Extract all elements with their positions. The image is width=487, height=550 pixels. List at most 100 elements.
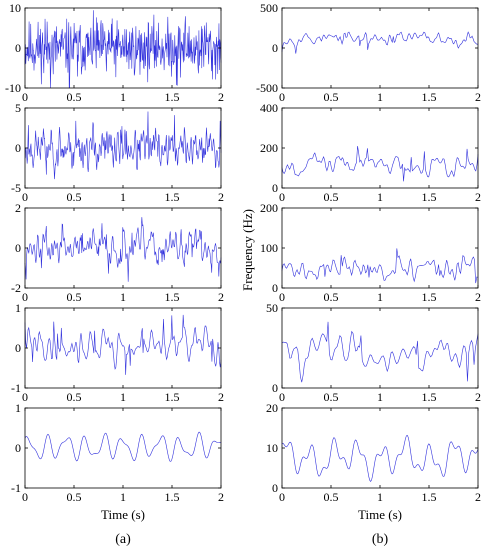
y-tick-label-a4: 1: [15, 301, 21, 315]
y-tick-label-b5: 0: [272, 481, 278, 495]
x-tick-label-b1: 0: [279, 90, 285, 104]
panel-label-b: (b): [372, 532, 389, 547]
y-tick-label-a3: 0: [15, 241, 21, 255]
y-tick-label-b4: 50: [266, 301, 278, 315]
y-tick-label-b3: 0: [272, 281, 278, 295]
y-axis-label-right: Frequency (Hz): [240, 209, 255, 291]
y-tick-label-b1: 500: [260, 1, 278, 15]
y-tick-label-a5: -1: [11, 481, 21, 495]
y-tick-label-b5: 20: [266, 401, 278, 415]
x-tick-label-a5: 0.5: [67, 490, 82, 504]
x-tick-label-a3: 2: [218, 290, 224, 304]
x-axis-label-right: Time (s): [358, 507, 402, 522]
x-tick-label-b4: 1: [377, 390, 383, 404]
signal-line-a2: [24, 111, 222, 180]
y-tick-label-a5: 0: [15, 441, 21, 455]
x-tick-label-a1: 1.5: [165, 90, 180, 104]
x-tick-label-b4: 1.5: [422, 390, 437, 404]
y-tick-label-a4: -1: [11, 381, 21, 395]
panel-a3: 0 0.5 1 1.5 2-202: [11, 201, 224, 304]
x-tick-label-b5: 2: [475, 490, 481, 504]
panel-a4: 0 0.5 1 1.5 2-101: [11, 301, 224, 404]
panel-b2: 0 0.5 1 1.5 2 0 200 400: [260, 101, 481, 204]
x-tick-label-a5: 1: [120, 490, 126, 504]
signal-line-a5: [24, 431, 222, 462]
axes-box-a4: [24, 307, 222, 389]
x-tick-label-a1: 2: [218, 90, 224, 104]
x-tick-label-b5: 1.5: [422, 490, 437, 504]
y-tick-label-a2: 0: [15, 141, 21, 155]
panel-b4: 0 0.5 1 1.5 2 0 50: [266, 301, 481, 404]
x-tick-label-a5: 1.5: [165, 490, 180, 504]
x-tick-label-b3: 1.5: [422, 290, 437, 304]
y-tick-label-a1: 10: [9, 1, 21, 15]
x-tick-label-b3: 0.5: [324, 290, 339, 304]
y-tick-label-a2: 5: [15, 101, 21, 115]
x-axis-label-left: Time (s): [101, 507, 145, 522]
x-tick-label-b4: 0: [279, 390, 285, 404]
panel-b3: 0 0.5 1 1.5 2 0 100 200: [260, 201, 481, 304]
y-tick-label-b1: -500: [256, 81, 278, 95]
signal-line-a4: [24, 314, 222, 375]
x-tick-label-b1: 1.5: [422, 90, 437, 104]
x-tick-label-a2: 2: [218, 190, 224, 204]
axes-box-b2: [281, 107, 479, 189]
x-tick-label-b1: 0.5: [324, 90, 339, 104]
x-tick-label-a2: 0: [22, 190, 28, 204]
x-tick-label-a3: 0: [22, 290, 28, 304]
x-tick-label-b5: 1: [377, 490, 383, 504]
x-tick-label-a1: 0: [22, 90, 28, 104]
x-tick-label-b5: 0.5: [324, 490, 339, 504]
x-tick-label-a2: 1.5: [165, 190, 180, 204]
x-tick-label-a3: 1.5: [165, 290, 180, 304]
x-tick-label-a4: 2: [218, 390, 224, 404]
signal-line-b5: [281, 434, 479, 482]
signal-line-b4: [281, 321, 479, 383]
y-tick-label-a1: 0: [15, 41, 21, 55]
x-tick-label-a4: 0: [22, 390, 28, 404]
x-tick-label-b2: 2: [475, 190, 481, 204]
axes-box-b3: [281, 207, 479, 289]
x-tick-label-a3: 1: [120, 290, 126, 304]
y-tick-label-a4: 0: [15, 341, 21, 355]
x-tick-label-b2: 1: [377, 190, 383, 204]
x-tick-label-a4: 0.5: [67, 390, 82, 404]
y-tick-label-b1: 0: [272, 41, 278, 55]
y-tick-label-b3: 200: [260, 201, 278, 215]
x-tick-label-b2: 0: [279, 190, 285, 204]
axes-box-a5: [24, 407, 222, 489]
x-tick-label-b5: 0: [279, 490, 285, 504]
y-tick-label-b4: 0: [272, 381, 278, 395]
x-tick-label-b4: 0.5: [324, 390, 339, 404]
x-tick-label-b4: 2: [475, 390, 481, 404]
y-tick-label-a3: -2: [11, 281, 21, 295]
axes-box-b1: [281, 7, 479, 89]
x-tick-label-a4: 1.5: [165, 390, 180, 404]
x-tick-label-a1: 0.5: [67, 90, 82, 104]
y-tick-label-b2: 0: [272, 181, 278, 195]
y-tick-label-a1: -10: [5, 81, 21, 95]
signal-line-b2: [281, 146, 479, 182]
y-tick-label-b2: 400: [260, 101, 278, 115]
panel-label-a: (a): [115, 532, 131, 547]
signal-line-b1: [281, 31, 479, 54]
signal-line-b3: [281, 248, 479, 284]
x-tick-label-a4: 1: [120, 390, 126, 404]
y-tick-label-b5: 10: [266, 441, 278, 455]
y-tick-label-b3: 100: [260, 241, 278, 255]
y-tick-label-a3: 2: [15, 201, 21, 215]
y-tick-label-a2: -5: [11, 181, 21, 195]
panel-a2: 0 0.5 1 1.5 2-505: [11, 101, 224, 204]
x-tick-label-b2: 1.5: [422, 190, 437, 204]
x-tick-label-b3: 1: [377, 290, 383, 304]
signal-line-a1: [24, 10, 222, 89]
x-tick-label-a2: 0.5: [67, 190, 82, 204]
x-tick-label-a5: 2: [218, 490, 224, 504]
y-tick-label-a5: 1: [15, 401, 21, 415]
x-tick-label-a3: 0.5: [67, 290, 82, 304]
